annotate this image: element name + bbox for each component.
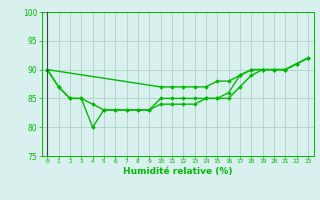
X-axis label: Humidité relative (%): Humidité relative (%) (123, 167, 232, 176)
